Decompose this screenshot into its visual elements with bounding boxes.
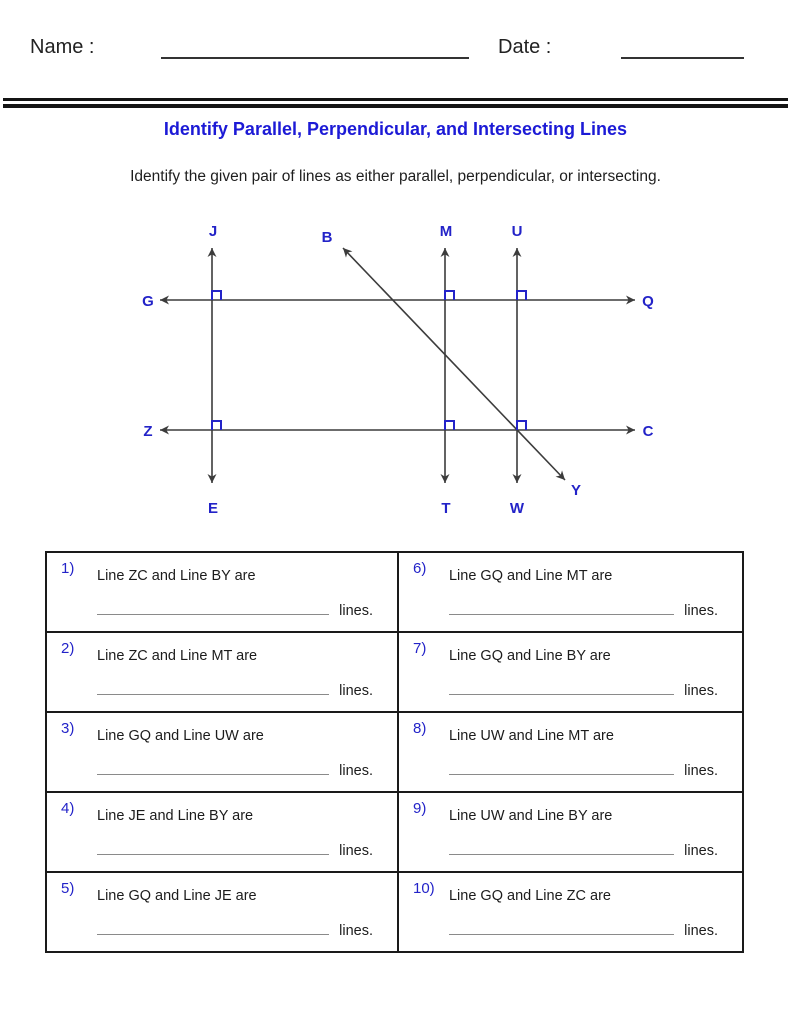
point-label-G: G <box>142 293 154 310</box>
question-cell: 5) Line GQ and Line JE are lines. <box>45 871 399 953</box>
answer-blank[interactable] <box>448 601 675 615</box>
answer-suffix: lines. <box>339 843 373 859</box>
question-cell: 10) Line GQ and Line ZC are lines. <box>396 871 745 953</box>
instruction-text: Identify the given pair of lines as eith… <box>130 168 661 185</box>
line-BY <box>342 247 566 481</box>
question-cell: 1) Line ZC and Line BY are lines. <box>45 551 399 633</box>
answer-blank[interactable] <box>448 761 675 775</box>
name-label: Name : <box>30 36 95 58</box>
answer-blank[interactable] <box>448 681 675 695</box>
question-number: 10) <box>412 880 435 897</box>
question-cell: 6) Line GQ and Line MT are lines. <box>396 551 745 633</box>
question-number: 2) <box>61 640 75 657</box>
question-text: Line JE and Line BY are <box>97 808 254 824</box>
answer-suffix: lines. <box>684 683 718 699</box>
answer-blank[interactable] <box>97 921 330 935</box>
point-label-C: C <box>643 423 654 440</box>
answer-suffix: lines. <box>339 923 373 939</box>
right-angle-icon <box>516 420 527 430</box>
right-angle-icon <box>444 420 455 430</box>
question-text: Line UW and Line BY are <box>448 808 613 824</box>
question-number: 5) <box>61 880 75 897</box>
question-text: Line GQ and Line BY are <box>448 648 611 664</box>
question-text: Line GQ and Line ZC are <box>448 888 611 904</box>
right-angle-icon <box>516 290 527 300</box>
point-label-W: W <box>510 500 525 517</box>
question-text: Line GQ and Line MT are <box>448 568 613 584</box>
question-cell: 8) Line UW and Line MT are lines. <box>396 711 745 793</box>
name-input-line[interactable] <box>161 57 469 59</box>
question-text: Line ZC and Line BY are <box>97 568 256 584</box>
question-text: Line GQ and Line JE are <box>97 888 257 904</box>
answer-blank[interactable] <box>97 681 330 695</box>
answer-suffix: lines. <box>684 843 718 859</box>
answer-suffix: lines. <box>339 763 373 779</box>
question-number: 9) <box>412 800 427 817</box>
right-angle-icon <box>444 290 455 300</box>
answer-blank[interactable] <box>448 921 675 935</box>
question-text: Line ZC and Line MT are <box>97 648 258 664</box>
answer-blank[interactable] <box>97 841 330 855</box>
question-number: 4) <box>61 800 75 817</box>
question-number: 8) <box>412 720 427 737</box>
question-cell: 7) Line GQ and Line BY are lines. <box>396 631 745 713</box>
worksheet-title: Identify Parallel, Perpendicular, and In… <box>163 119 628 139</box>
question-cell: 4) Line JE and Line BY are lines. <box>45 791 399 873</box>
answer-suffix: lines. <box>339 603 373 619</box>
question-number: 7) <box>412 640 427 657</box>
answer-blank[interactable] <box>448 841 675 855</box>
point-label-T: T <box>441 500 450 517</box>
point-label-Q: Q <box>642 293 654 310</box>
questions-table: 1) Line ZC and Line BY are lines. 6) Lin… <box>45 551 745 953</box>
answer-blank[interactable] <box>97 601 330 615</box>
right-angle-icon <box>211 420 222 430</box>
question-text: Line GQ and Line UW are <box>97 728 264 744</box>
point-label-Z: Z <box>143 423 152 440</box>
question-cell: 2) Line ZC and Line MT are lines. <box>45 631 399 713</box>
point-label-J: J <box>209 223 217 240</box>
lines-diagram: J B M U G Q Z C E T W Y <box>142 223 654 517</box>
question-number: 1) <box>61 560 75 577</box>
question-cell: 3) Line GQ and Line UW are lines. <box>45 711 399 793</box>
question-cell: 9) Line UW and Line BY are lines. <box>396 791 745 873</box>
point-label-U: U <box>512 223 523 240</box>
point-label-B: B <box>322 229 333 246</box>
right-angle-icon <box>211 290 222 300</box>
date-label: Date : <box>498 36 552 58</box>
question-number: 6) <box>412 560 427 577</box>
header: Name : Date : <box>0 36 791 66</box>
point-label-Y: Y <box>571 482 581 499</box>
answer-blank[interactable] <box>97 761 330 775</box>
point-label-E: E <box>208 500 218 517</box>
date-input-line[interactable] <box>621 57 744 59</box>
question-text: Line UW and Line MT are <box>448 728 614 744</box>
double-rule-divider <box>3 98 788 108</box>
answer-suffix: lines. <box>684 763 718 779</box>
answer-suffix: lines. <box>339 683 373 699</box>
point-label-M: M <box>440 223 453 240</box>
answer-suffix: lines. <box>684 923 718 939</box>
question-number: 3) <box>61 720 75 737</box>
answer-suffix: lines. <box>684 603 718 619</box>
